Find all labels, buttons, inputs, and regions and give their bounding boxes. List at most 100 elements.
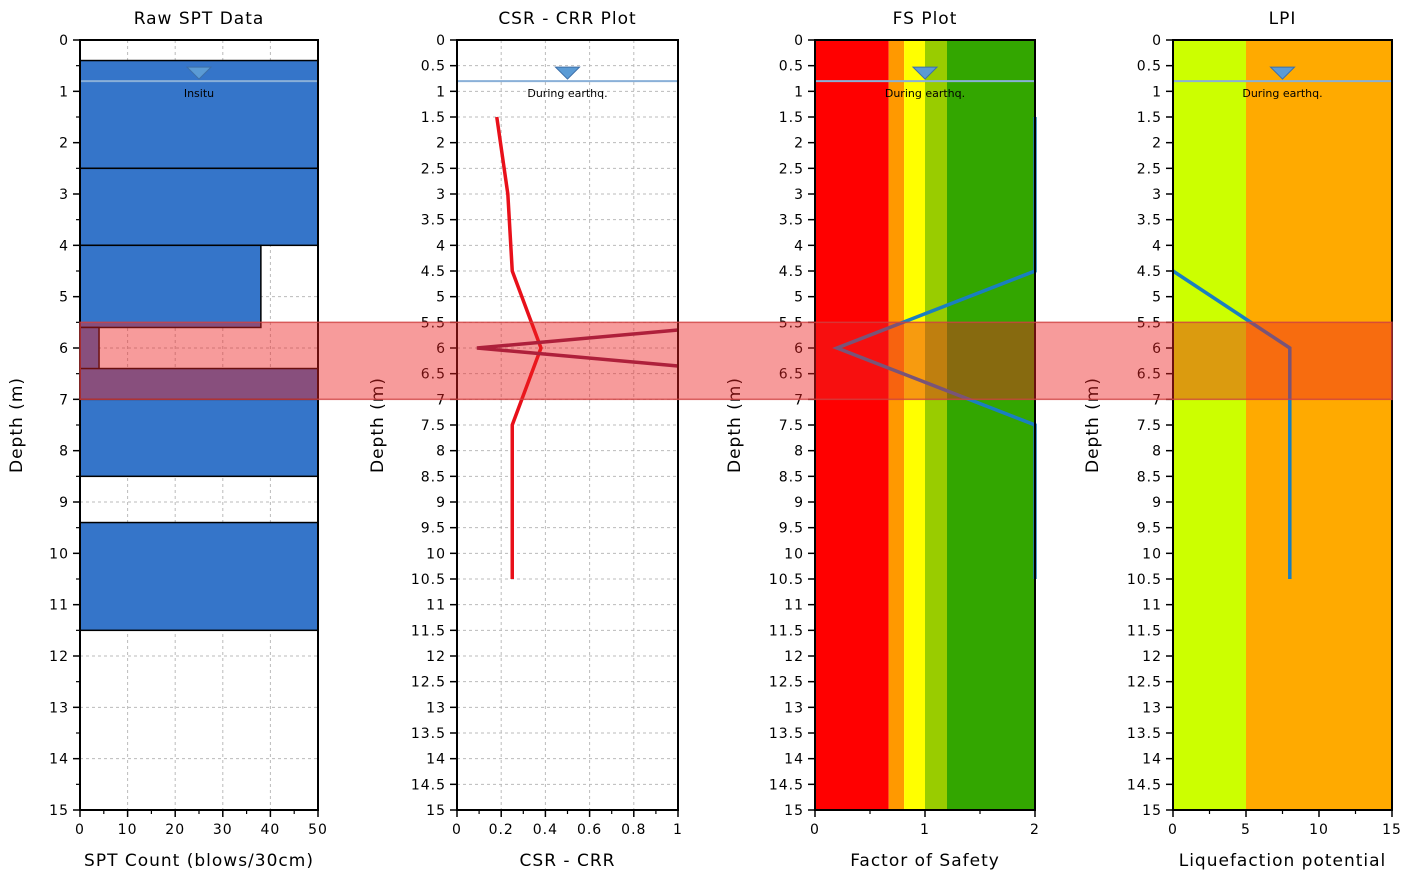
spt-bar-2	[79, 167, 319, 247]
panel-3: During earthq.00.511.522.533.544.555.566…	[725, 9, 1039, 871]
y-tick-label: 2	[59, 136, 69, 152]
y-tick-label: 9.5	[421, 521, 446, 537]
y-tick-label: 12	[49, 649, 69, 665]
y-tick-label: 8.5	[779, 469, 804, 485]
y-tick-label: 10.5	[769, 572, 804, 588]
chart-title: FS Plot	[893, 9, 958, 29]
water-table-label: During earthq.	[885, 87, 965, 100]
y-tick-label: 7	[436, 392, 446, 408]
x-tick-label: 0.2	[489, 822, 514, 838]
chart-title: CSR - CRR Plot	[498, 9, 636, 29]
y-tick-label: 8.5	[421, 469, 446, 485]
y-tick-label: 4	[1152, 238, 1162, 254]
y-tick-label: 9	[59, 495, 69, 511]
fs-zone-1	[1173, 40, 1246, 810]
y-tick-label: 1	[436, 84, 446, 100]
y-tick-label: 8	[1152, 444, 1162, 460]
y-tick-label: 15	[49, 803, 69, 819]
x-tick-label: 0.6	[577, 822, 602, 838]
y-tick-label: 10	[784, 546, 804, 562]
y-axis-label: Depth (m)	[368, 377, 388, 473]
y-tick-label: 8.5	[1137, 469, 1162, 485]
x-tick-label: 1	[673, 822, 683, 838]
y-tick-label: 11.5	[411, 623, 446, 639]
x-tick-label: 50	[308, 822, 328, 838]
y-tick-label: 5	[436, 290, 446, 306]
water-table-marker	[185, 66, 213, 80]
y-tick-label: 15	[784, 803, 804, 819]
y-tick-label: 14.5	[1127, 777, 1162, 793]
y-tick-label: 10.5	[1127, 572, 1162, 588]
y-tick-label: 8	[794, 444, 804, 460]
water-table-label: During earthq.	[1242, 87, 1322, 100]
fs-zone-2	[1246, 40, 1392, 810]
y-tick-label: 10	[426, 546, 446, 562]
y-tick-label: 0	[436, 33, 446, 49]
fs-zone-1	[815, 40, 889, 810]
y-tick-label: 3.5	[779, 213, 804, 229]
y-tick-label: 11	[1142, 598, 1162, 614]
y-tick-label: 3	[1152, 187, 1162, 203]
y-tick-label: 5	[59, 290, 69, 306]
y-axis-label: Depth (m)	[725, 377, 745, 473]
y-tick-label: 8	[436, 444, 446, 460]
y-tick-label: 4	[59, 238, 69, 254]
water-table-marker	[554, 66, 581, 80]
y-tick-label: 5.5	[1137, 315, 1162, 331]
y-tick-label: 11	[426, 598, 446, 614]
y-tick-label: 11	[49, 598, 69, 614]
y-tick-label: 6.5	[1137, 367, 1162, 383]
y-tick-label: 2.5	[421, 161, 446, 177]
x-axis-label: SPT Count (blows/30cm)	[84, 851, 314, 871]
y-tick-label: 14	[1142, 752, 1162, 768]
y-tick-label: 0.5	[1137, 59, 1162, 75]
y-tick-label: 13	[1142, 700, 1162, 716]
y-tick-label: 2.5	[1137, 161, 1162, 177]
x-axis-label: CSR - CRR	[520, 851, 616, 871]
chart-title: Raw SPT Data	[134, 9, 265, 29]
y-tick-label: 10	[1142, 546, 1162, 562]
y-tick-label: 12.5	[1127, 675, 1162, 691]
y-tick-label: 5.5	[421, 315, 446, 331]
y-tick-label: 10.5	[411, 572, 446, 588]
fs-zone-2	[888, 40, 905, 810]
y-tick-label: 12	[784, 649, 804, 665]
y-tick-label: 14	[784, 752, 804, 768]
x-tick-label: 10	[118, 822, 138, 838]
y-tick-label: 13.5	[1127, 726, 1162, 742]
y-tick-label: 1	[1152, 84, 1162, 100]
y-tick-label: 14	[49, 752, 69, 768]
water-table-label: During earthq.	[527, 87, 607, 100]
y-tick-label: 1	[59, 84, 69, 100]
y-tick-label: 1.5	[1137, 110, 1162, 126]
spt-bar-3	[79, 244, 262, 329]
y-tick-label: 5	[794, 290, 804, 306]
x-tick-label: 40	[260, 822, 280, 838]
y-tick-label: 7.5	[779, 418, 804, 434]
panel-4: During earthq.00.511.522.533.544.555.566…	[1083, 9, 1401, 871]
series-line-1	[495, 116, 543, 579]
y-tick-label: 2.5	[779, 161, 804, 177]
y-tick-label: 6	[794, 341, 804, 357]
y-tick-label: 1.5	[779, 110, 804, 126]
y-tick-label: 15	[1142, 803, 1162, 819]
y-tick-label: 7.5	[1137, 418, 1162, 434]
y-tick-label: 6	[436, 341, 446, 357]
y-tick-label: 12.5	[769, 675, 804, 691]
y-tick-label: 7	[794, 392, 804, 408]
y-tick-label: 0	[1152, 33, 1162, 49]
y-tick-label: 6.5	[421, 367, 446, 383]
y-tick-label: 11	[784, 598, 804, 614]
y-axis-label: Depth (m)	[1083, 377, 1103, 473]
y-tick-label: 0	[794, 33, 804, 49]
x-tick-label: 1	[920, 822, 930, 838]
y-tick-label: 7	[59, 392, 69, 408]
x-tick-label: 0.4	[533, 822, 558, 838]
y-tick-label: 3	[794, 187, 804, 203]
fs-zone-5	[947, 40, 1035, 810]
y-tick-label: 8	[59, 444, 69, 460]
fs-zone-3	[904, 40, 925, 810]
y-tick-label: 4.5	[1137, 264, 1162, 280]
y-tick-label: 13.5	[411, 726, 446, 742]
